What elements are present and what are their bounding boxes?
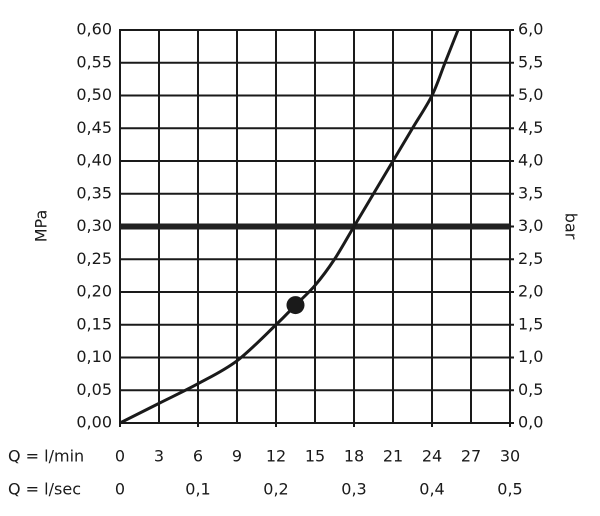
x-tick-label: 15 bbox=[305, 447, 325, 466]
y2-tick-label: 5,5 bbox=[518, 52, 543, 71]
y2-tick-label: 5,0 bbox=[518, 85, 543, 104]
y-tick-label: 0,20 bbox=[76, 282, 112, 301]
x-tick-label: 24 bbox=[422, 447, 442, 466]
y-tick-label: 0,15 bbox=[76, 314, 112, 333]
x-tick-label: 12 bbox=[266, 447, 286, 466]
x-tick-label: 30 bbox=[500, 447, 520, 466]
y2-tick-label: 3,5 bbox=[518, 183, 543, 202]
y-tick-label: 0,40 bbox=[76, 151, 112, 170]
x-tick-label: 18 bbox=[344, 447, 364, 466]
y2-axis-label: bar bbox=[562, 213, 581, 240]
y2-tick-label: 1,0 bbox=[518, 347, 543, 366]
y2-tick-label: 0,5 bbox=[518, 380, 543, 399]
y2-tick-label: 3,0 bbox=[518, 216, 543, 235]
y-tick-label: 0,45 bbox=[76, 118, 112, 137]
y-axis-label: MPa bbox=[32, 210, 51, 243]
x2-tick-label: 0,1 bbox=[185, 480, 210, 499]
y-tick-label: 0,30 bbox=[76, 216, 112, 235]
y-tick-label: 0,50 bbox=[76, 85, 112, 104]
x-tick-label: 21 bbox=[383, 447, 403, 466]
x2-tick-label: 0,5 bbox=[497, 480, 522, 499]
x2-tick-label: 0,2 bbox=[263, 480, 288, 499]
y-tick-label: 0,10 bbox=[76, 347, 112, 366]
x-axis-label: Q = l/min bbox=[8, 447, 84, 466]
y2-tick-label: 4,5 bbox=[518, 118, 543, 137]
x2-tick-label: 0,4 bbox=[419, 480, 444, 499]
x-tick-label: 9 bbox=[232, 447, 242, 466]
y-tick-label: 0,55 bbox=[76, 52, 112, 71]
y-tick-label: 0,25 bbox=[76, 249, 112, 268]
y2-tick-label: 6,0 bbox=[518, 20, 543, 39]
y2-tick-label: 0,0 bbox=[518, 413, 543, 432]
y-tick-label: 0,05 bbox=[76, 380, 112, 399]
y2-tick-label: 2,5 bbox=[518, 249, 543, 268]
x2-tick-label: 0,3 bbox=[341, 480, 366, 499]
x-tick-label: 6 bbox=[193, 447, 203, 466]
marker-point bbox=[286, 296, 305, 315]
x-tick-label: 0 bbox=[115, 447, 125, 466]
y-tick-label: 0,35 bbox=[76, 183, 112, 202]
x2-axis-label: Q = l/sec bbox=[8, 480, 81, 499]
y2-tick-label: 2,0 bbox=[518, 282, 543, 301]
y-tick-label: 0,60 bbox=[76, 20, 112, 39]
curve bbox=[119, 29, 460, 425]
y2-tick-label: 4,0 bbox=[518, 151, 543, 170]
y2-tick-label: 1,5 bbox=[518, 314, 543, 333]
x-tick-label: 3 bbox=[154, 447, 164, 466]
y-tick-label: 0,00 bbox=[76, 413, 112, 432]
x-tick-label: 27 bbox=[461, 447, 481, 466]
x2-tick-label: 0 bbox=[115, 480, 125, 499]
